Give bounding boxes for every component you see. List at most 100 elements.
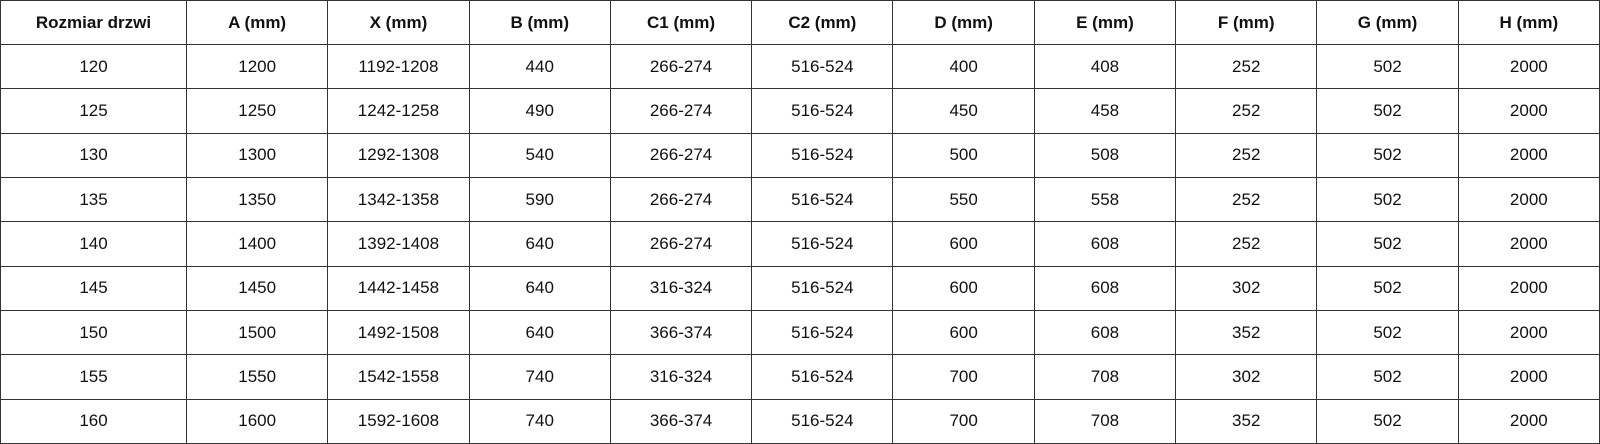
table-row: 150 1500 1492-1508 640 366-374 516-524 600 608 3… [0, 309, 1600, 356]
table-cell: 1250 [185, 88, 329, 134]
table-row: 135 1350 1342-1358 590 266-274 516-524 550 558 2… [0, 176, 1600, 223]
table-cell: 558 [1033, 176, 1177, 223]
table-cell: 120 [0, 43, 187, 90]
table-cell: 516-524 [751, 265, 894, 311]
table-cell: 1492-1508 [327, 309, 470, 356]
column-header: G (mm) [1316, 0, 1459, 45]
table-cell: 516-524 [751, 43, 894, 90]
table-cell: 1200 [185, 43, 329, 90]
column-header: E (mm) [1033, 0, 1177, 45]
table-cell: 130 [0, 132, 187, 178]
table-cell: 708 [1033, 354, 1177, 400]
table-cell: 252 [1175, 176, 1318, 223]
table-cell: 352 [1175, 309, 1318, 356]
table-cell: 502 [1316, 354, 1459, 400]
table-cell: 708 [1033, 398, 1177, 444]
table-row: 120 1200 1192-1208 440 266-274 516-524 400 408 2… [0, 43, 1600, 90]
table-cell: 2000 [1457, 221, 1600, 267]
table-cell: 2000 [1457, 309, 1600, 356]
table-row: 125 1250 1242-1258 490 266-274 516-524 450 458 2… [0, 88, 1600, 134]
table-cell: 2000 [1457, 132, 1600, 178]
table-cell: 502 [1316, 265, 1459, 311]
table-cell: 1442-1458 [327, 265, 470, 311]
table-cell: 1392-1408 [327, 221, 470, 267]
table-cell: 252 [1175, 88, 1318, 134]
table-cell: 352 [1175, 398, 1318, 444]
table-cell: 408 [1033, 43, 1177, 90]
table-cell: 302 [1175, 265, 1318, 311]
table-cell: 2000 [1457, 398, 1600, 444]
table-cell: 700 [892, 398, 1035, 444]
column-header: A (mm) [185, 0, 329, 45]
table-cell: 1192-1208 [327, 43, 470, 90]
table-row: 145 1450 1442-1458 640 316-324 516-524 600 608 3… [0, 265, 1600, 311]
table-cell: 266-274 [609, 132, 753, 178]
table-row: 140 1400 1392-1408 640 266-274 516-524 600 608 2… [0, 221, 1600, 267]
table-cell: 1242-1258 [327, 88, 470, 134]
table-cell: 366-374 [609, 398, 753, 444]
table-cell: 608 [1033, 265, 1177, 311]
table-cell: 252 [1175, 132, 1318, 178]
table-cell: 516-524 [751, 354, 894, 400]
table-cell: 266-274 [609, 221, 753, 267]
table-cell: 502 [1316, 309, 1459, 356]
table-cell: 2000 [1457, 265, 1600, 311]
table-cell: 600 [892, 309, 1035, 356]
table-cell: 1550 [185, 354, 329, 400]
table-cell: 1300 [185, 132, 329, 178]
table-cell: 266-274 [609, 43, 753, 90]
table-cell: 502 [1316, 176, 1459, 223]
table-cell: 550 [892, 176, 1035, 223]
table-cell: 266-274 [609, 88, 753, 134]
table-cell: 500 [892, 132, 1035, 178]
table-cell: 502 [1316, 398, 1459, 444]
table-cell: 502 [1316, 132, 1459, 178]
table-cell: 150 [0, 309, 187, 356]
table-cell: 155 [0, 354, 187, 400]
table-cell: 1450 [185, 265, 329, 311]
table-cell: 252 [1175, 43, 1318, 90]
column-header: C1 (mm) [609, 0, 753, 45]
table-cell: 160 [0, 398, 187, 444]
table-cell: 1600 [185, 398, 329, 444]
table-cell: 502 [1316, 221, 1459, 267]
table-cell: 266-274 [609, 176, 753, 223]
table-cell: 316-324 [609, 265, 753, 311]
table-cell: 516-524 [751, 88, 894, 134]
table-cell: 440 [468, 43, 611, 90]
column-header: X (mm) [327, 0, 470, 45]
table-row: 155 1550 1542-1558 740 316-324 516-524 700 708 3… [0, 354, 1600, 400]
table-cell: 140 [0, 221, 187, 267]
table-cell: 516-524 [751, 398, 894, 444]
table-cell: 516-524 [751, 221, 894, 267]
table-cell: 608 [1033, 309, 1177, 356]
table-cell: 1500 [185, 309, 329, 356]
table-cell: 516-524 [751, 309, 894, 356]
table-cell: 540 [468, 132, 611, 178]
table-cell: 2000 [1457, 176, 1600, 223]
table-cell: 640 [468, 265, 611, 311]
table-cell: 640 [468, 309, 611, 356]
table-cell: 700 [892, 354, 1035, 400]
header-row: Rozmiar drzwi A (mm) X (mm) B (mm) C1 (mm) C2… [0, 0, 1600, 45]
table-cell: 2000 [1457, 88, 1600, 134]
table-cell: 502 [1316, 88, 1459, 134]
table-cell: 125 [0, 88, 187, 134]
table-cell: 516-524 [751, 132, 894, 178]
table-cell: 252 [1175, 221, 1318, 267]
table-cell: 1592-1608 [327, 398, 470, 444]
table-row: 130 1300 1292-1308 540 266-274 516-524 500 508 2… [0, 132, 1600, 178]
table-cell: 302 [1175, 354, 1318, 400]
table-cell: 145 [0, 265, 187, 311]
table-cell: 640 [468, 221, 611, 267]
table-cell: 740 [468, 398, 611, 444]
table-cell: 590 [468, 176, 611, 223]
table-row: 160 1600 1592-1608 740 366-374 516-524 700 708 3… [0, 398, 1600, 444]
table-cell: 450 [892, 88, 1035, 134]
table-cell: 600 [892, 221, 1035, 267]
column-header: C2 (mm) [751, 0, 894, 45]
table-cell: 135 [0, 176, 187, 223]
table-cell: 366-374 [609, 309, 753, 356]
table-cell: 2000 [1457, 43, 1600, 90]
